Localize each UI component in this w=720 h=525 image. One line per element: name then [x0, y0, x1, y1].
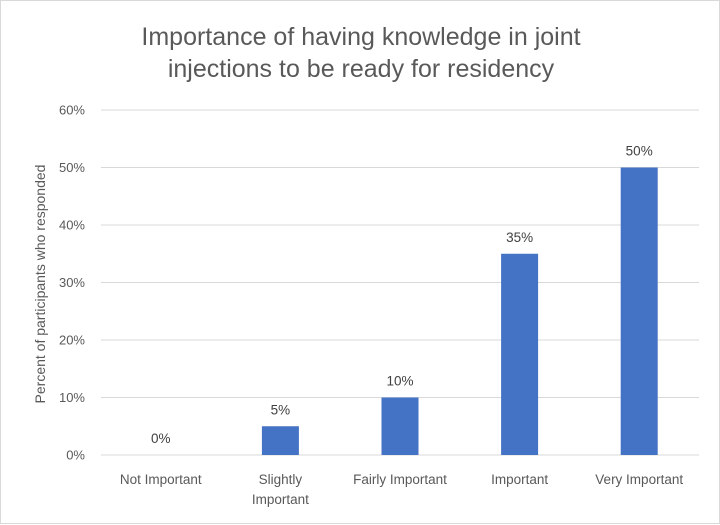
- category-label: Fairly Important: [353, 472, 447, 487]
- y-axis-label: Percent of participants who responded: [32, 165, 48, 404]
- y-tick-label: 50%: [59, 160, 85, 175]
- category-label: Important: [491, 472, 548, 487]
- bar: [620, 167, 658, 455]
- category-label: Not Important: [120, 472, 202, 487]
- y-tick-label: 60%: [59, 103, 85, 118]
- chart-title-line-1: Importance of having knowledge in joint: [141, 23, 581, 51]
- bars: [261, 167, 658, 455]
- category-labels: Not Important Slightly Important Fairly Imp…: [120, 472, 683, 507]
- data-label: 5%: [271, 402, 291, 417]
- y-tick-label: 20%: [59, 333, 85, 348]
- category-label: Slightly Important: [252, 472, 309, 507]
- data-label: 50%: [626, 144, 653, 159]
- y-tick-label: 40%: [59, 218, 85, 233]
- gridlines: [101, 109, 699, 456]
- data-label: 0%: [151, 431, 171, 446]
- chart-title-line-2: injections to be ready for residency: [167, 55, 555, 83]
- bar: [501, 253, 539, 455]
- chart-title: Importance of having knowledge in joint …: [61, 21, 661, 85]
- y-tick-label: 30%: [59, 275, 85, 290]
- y-tick-label: 0%: [66, 448, 85, 463]
- y-tick-labels: 0% 10% 20% 30% 40% 50% 60%: [59, 103, 85, 463]
- y-tick-label: 10%: [59, 390, 85, 405]
- category-label: Very Important: [595, 472, 683, 487]
- data-labels: 0% 5% 10% 35% 50%: [151, 144, 653, 447]
- bar: [381, 397, 419, 455]
- bar: [261, 426, 299, 455]
- data-label: 10%: [386, 374, 413, 389]
- data-label: 35%: [506, 230, 533, 245]
